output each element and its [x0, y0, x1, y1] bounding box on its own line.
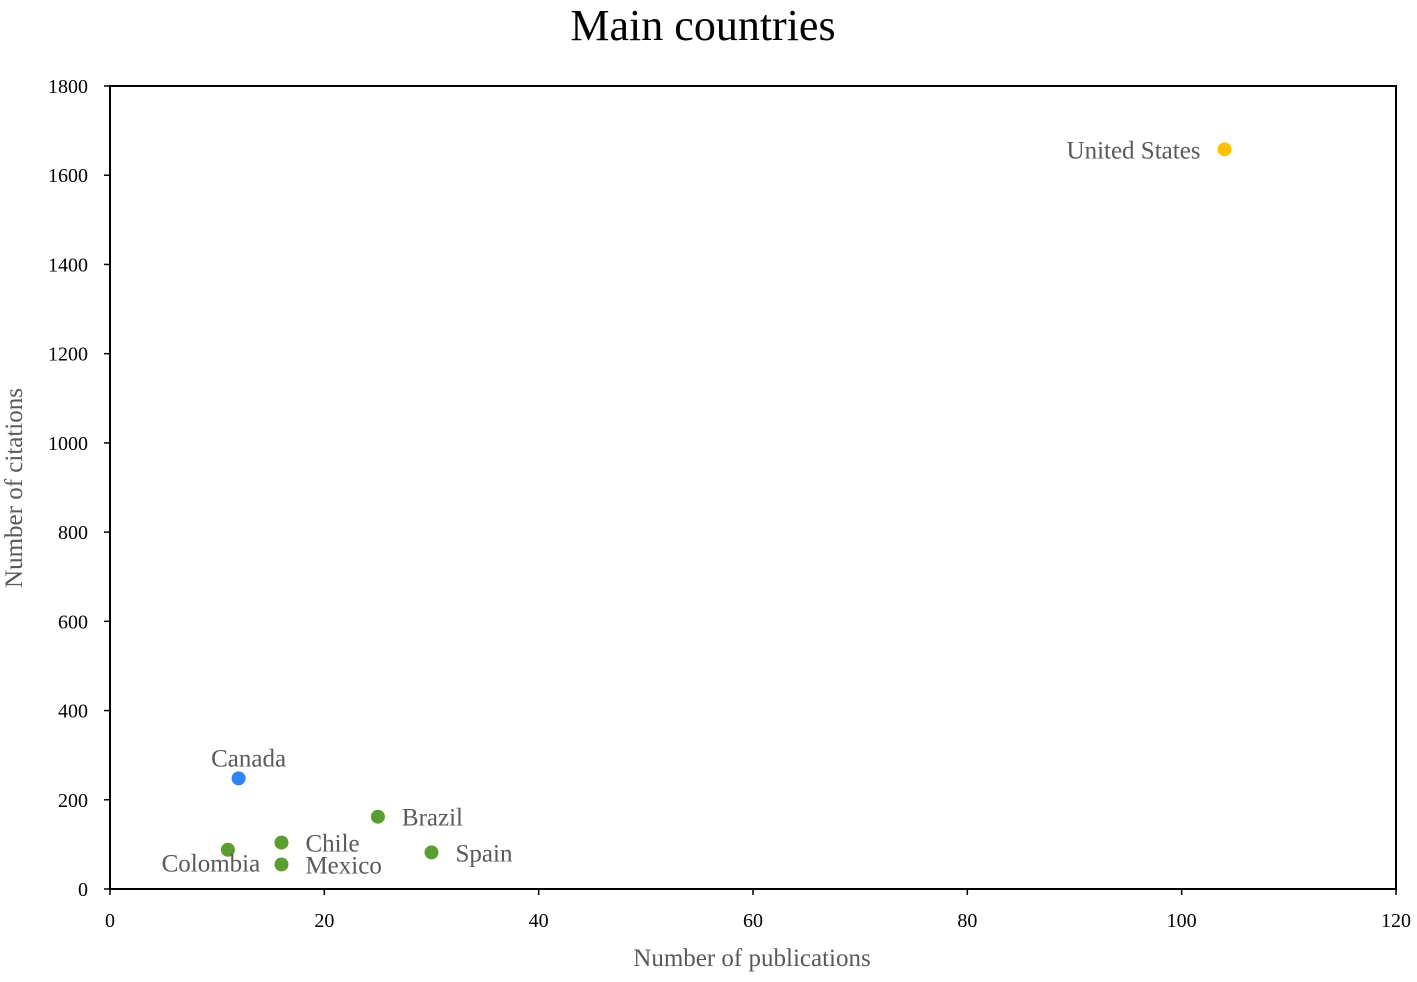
y-axis: 0 200 400 600 800 1000 1200 1400 1600 1800 — [48, 76, 110, 901]
x-axis: 0 20 40 60 80 100 120 — [105, 889, 1411, 932]
y-tick-label: 200 — [58, 790, 88, 812]
y-tick-label: 1600 — [48, 165, 88, 187]
x-tick-label: 100 — [1167, 910, 1197, 932]
x-tick-label: 80 — [957, 910, 977, 932]
data-label: Mexico — [305, 852, 381, 879]
x-tick-label: 60 — [743, 910, 763, 932]
data-label: Canada — [211, 745, 286, 772]
data-label: Chile — [305, 831, 359, 858]
data-label: Colombia — [162, 851, 261, 878]
x-tick-label: 20 — [314, 910, 334, 932]
data-labels: United States Canada Brazil Chile Spain Colom… — [162, 137, 1201, 879]
y-tick-label: 600 — [58, 611, 88, 633]
data-points — [220, 142, 1232, 872]
data-label: Brazil — [402, 805, 463, 832]
data-point — [220, 842, 235, 857]
chart-title: Main countries — [570, 1, 835, 50]
plot-area-frame — [109, 85, 1397, 890]
x-tick-label: 120 — [1381, 910, 1411, 932]
y-tick-label: 400 — [58, 701, 88, 723]
x-axis-label: Number of publications — [633, 945, 870, 972]
y-tick-label: 1400 — [48, 254, 88, 276]
y-axis-label: Number of citations — [1, 388, 28, 588]
y-tick-label: 1200 — [48, 344, 88, 366]
data-point — [370, 809, 385, 824]
data-point — [424, 845, 439, 860]
data-label: Spain — [456, 840, 513, 867]
data-point — [231, 771, 246, 786]
y-tick-label: 1000 — [48, 433, 88, 455]
y-tick-label: 0 — [78, 879, 88, 901]
data-label: United States — [1067, 137, 1201, 164]
data-point — [274, 835, 289, 850]
data-point — [1217, 142, 1232, 157]
x-tick-label: 0 — [105, 910, 115, 932]
y-tick-label: 1800 — [48, 76, 88, 98]
data-point — [274, 857, 289, 872]
x-tick-label: 40 — [529, 910, 549, 932]
y-tick-label: 800 — [58, 522, 88, 544]
